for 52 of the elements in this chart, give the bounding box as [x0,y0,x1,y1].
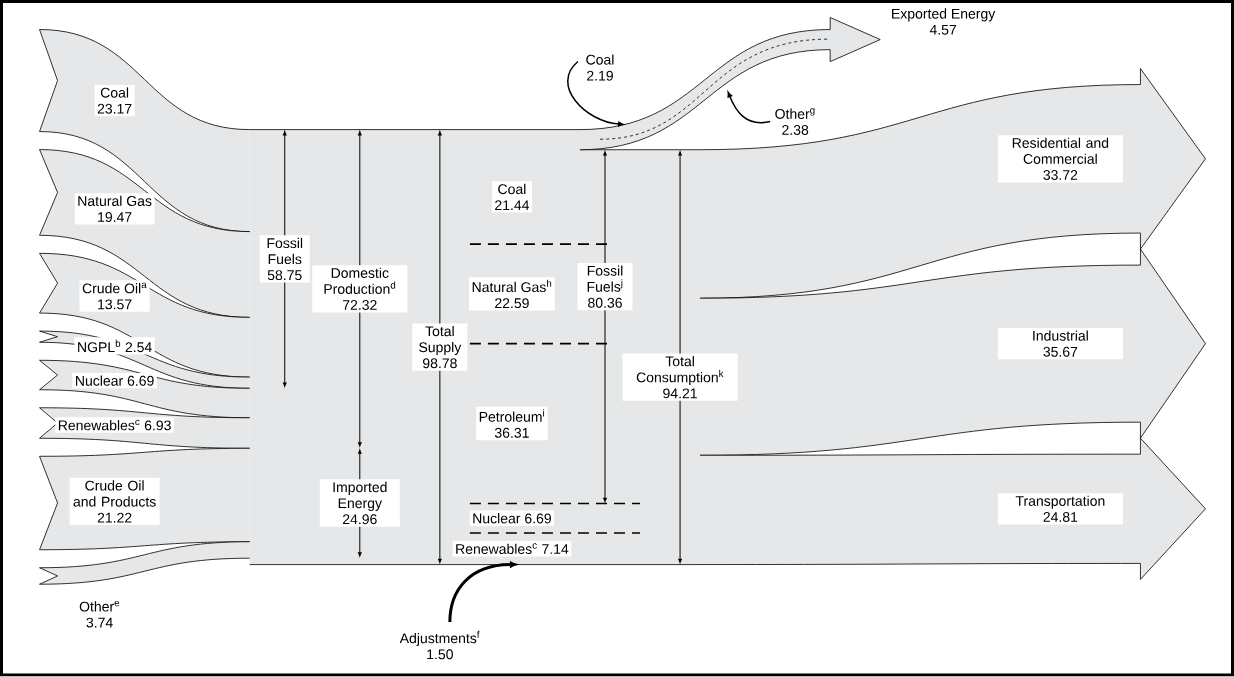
category-label: Total Supply [419,326,462,356]
data-label: 21.44 [495,200,530,211]
data-label: 58.75 [267,270,302,281]
data-label: 6.69 [525,513,551,524]
data-label: 7.14 [542,544,569,555]
category-label: Exported Energy [892,8,996,22]
category-label: Imported Energy [333,482,387,512]
data-label: 3.74 [86,617,113,628]
category-label: Transportation [1015,495,1105,509]
category-label: Other$^{e}$ [79,601,120,612]
category-label: Domestic Production$^{d}$ [324,267,396,295]
data-label: 1.50 [427,649,453,660]
data-label: 6.69 [127,376,154,387]
data-label: 24.96 [342,514,377,525]
category-label: Residential and Commercial [1012,137,1109,165]
category-label: Fossil Fuels [267,238,303,265]
category-label: Nuclear [473,513,521,524]
category-label: Fossil Fuels$^{j}$ [587,265,623,293]
category-label: Coal [498,184,526,195]
data-label: 6.93 [144,420,171,431]
data-label: 2.19 [587,71,613,81]
category-label: Renewables$^{c}$ [456,543,537,555]
data-label: 21.22 [97,512,132,523]
data-label: 2.38 [782,125,809,136]
data-label: 24.81 [1043,512,1078,523]
data-label: 4.57 [929,25,957,35]
category-label: Petroleum$^{i}$ [479,409,545,423]
category-label: NGPL$^{b}$ [78,339,121,353]
data-label: 33.72 [1043,170,1078,181]
data-label: 72.32 [342,300,377,311]
data-label: 94.21 [663,388,697,399]
data-label: 19.47 [98,212,132,223]
data-label: 23.17 [97,104,132,114]
data-label: 35.67 [1043,347,1078,357]
category-label: Nuclear [76,375,123,387]
data-label: 22.59 [495,298,529,309]
data-label: 2.54 [125,342,152,353]
data-label: 13.57 [98,299,132,310]
category-label: Crude Oil and Products [73,480,156,507]
category-label: Industrial [1033,330,1088,341]
category-label: Crude Oil$^{a}$ [82,282,147,294]
category-label: Adjustments$^{f}$ [399,631,480,647]
category-label: Renewables$^{c}$ [58,419,140,431]
data-label: 80.36 [588,298,622,309]
category-label: Natural Gas [78,195,152,207]
category-label: Coal [100,87,129,98]
data-label: 98.78 [423,358,457,369]
category-label: Total Consumption$^{k}$ [636,356,724,386]
data-label: 36.31 [494,428,529,439]
category-label: Other$^{g}$ [775,108,815,120]
category-label: Coal [586,54,614,65]
category-label: Natural Gas$^{h}$ [472,279,552,293]
